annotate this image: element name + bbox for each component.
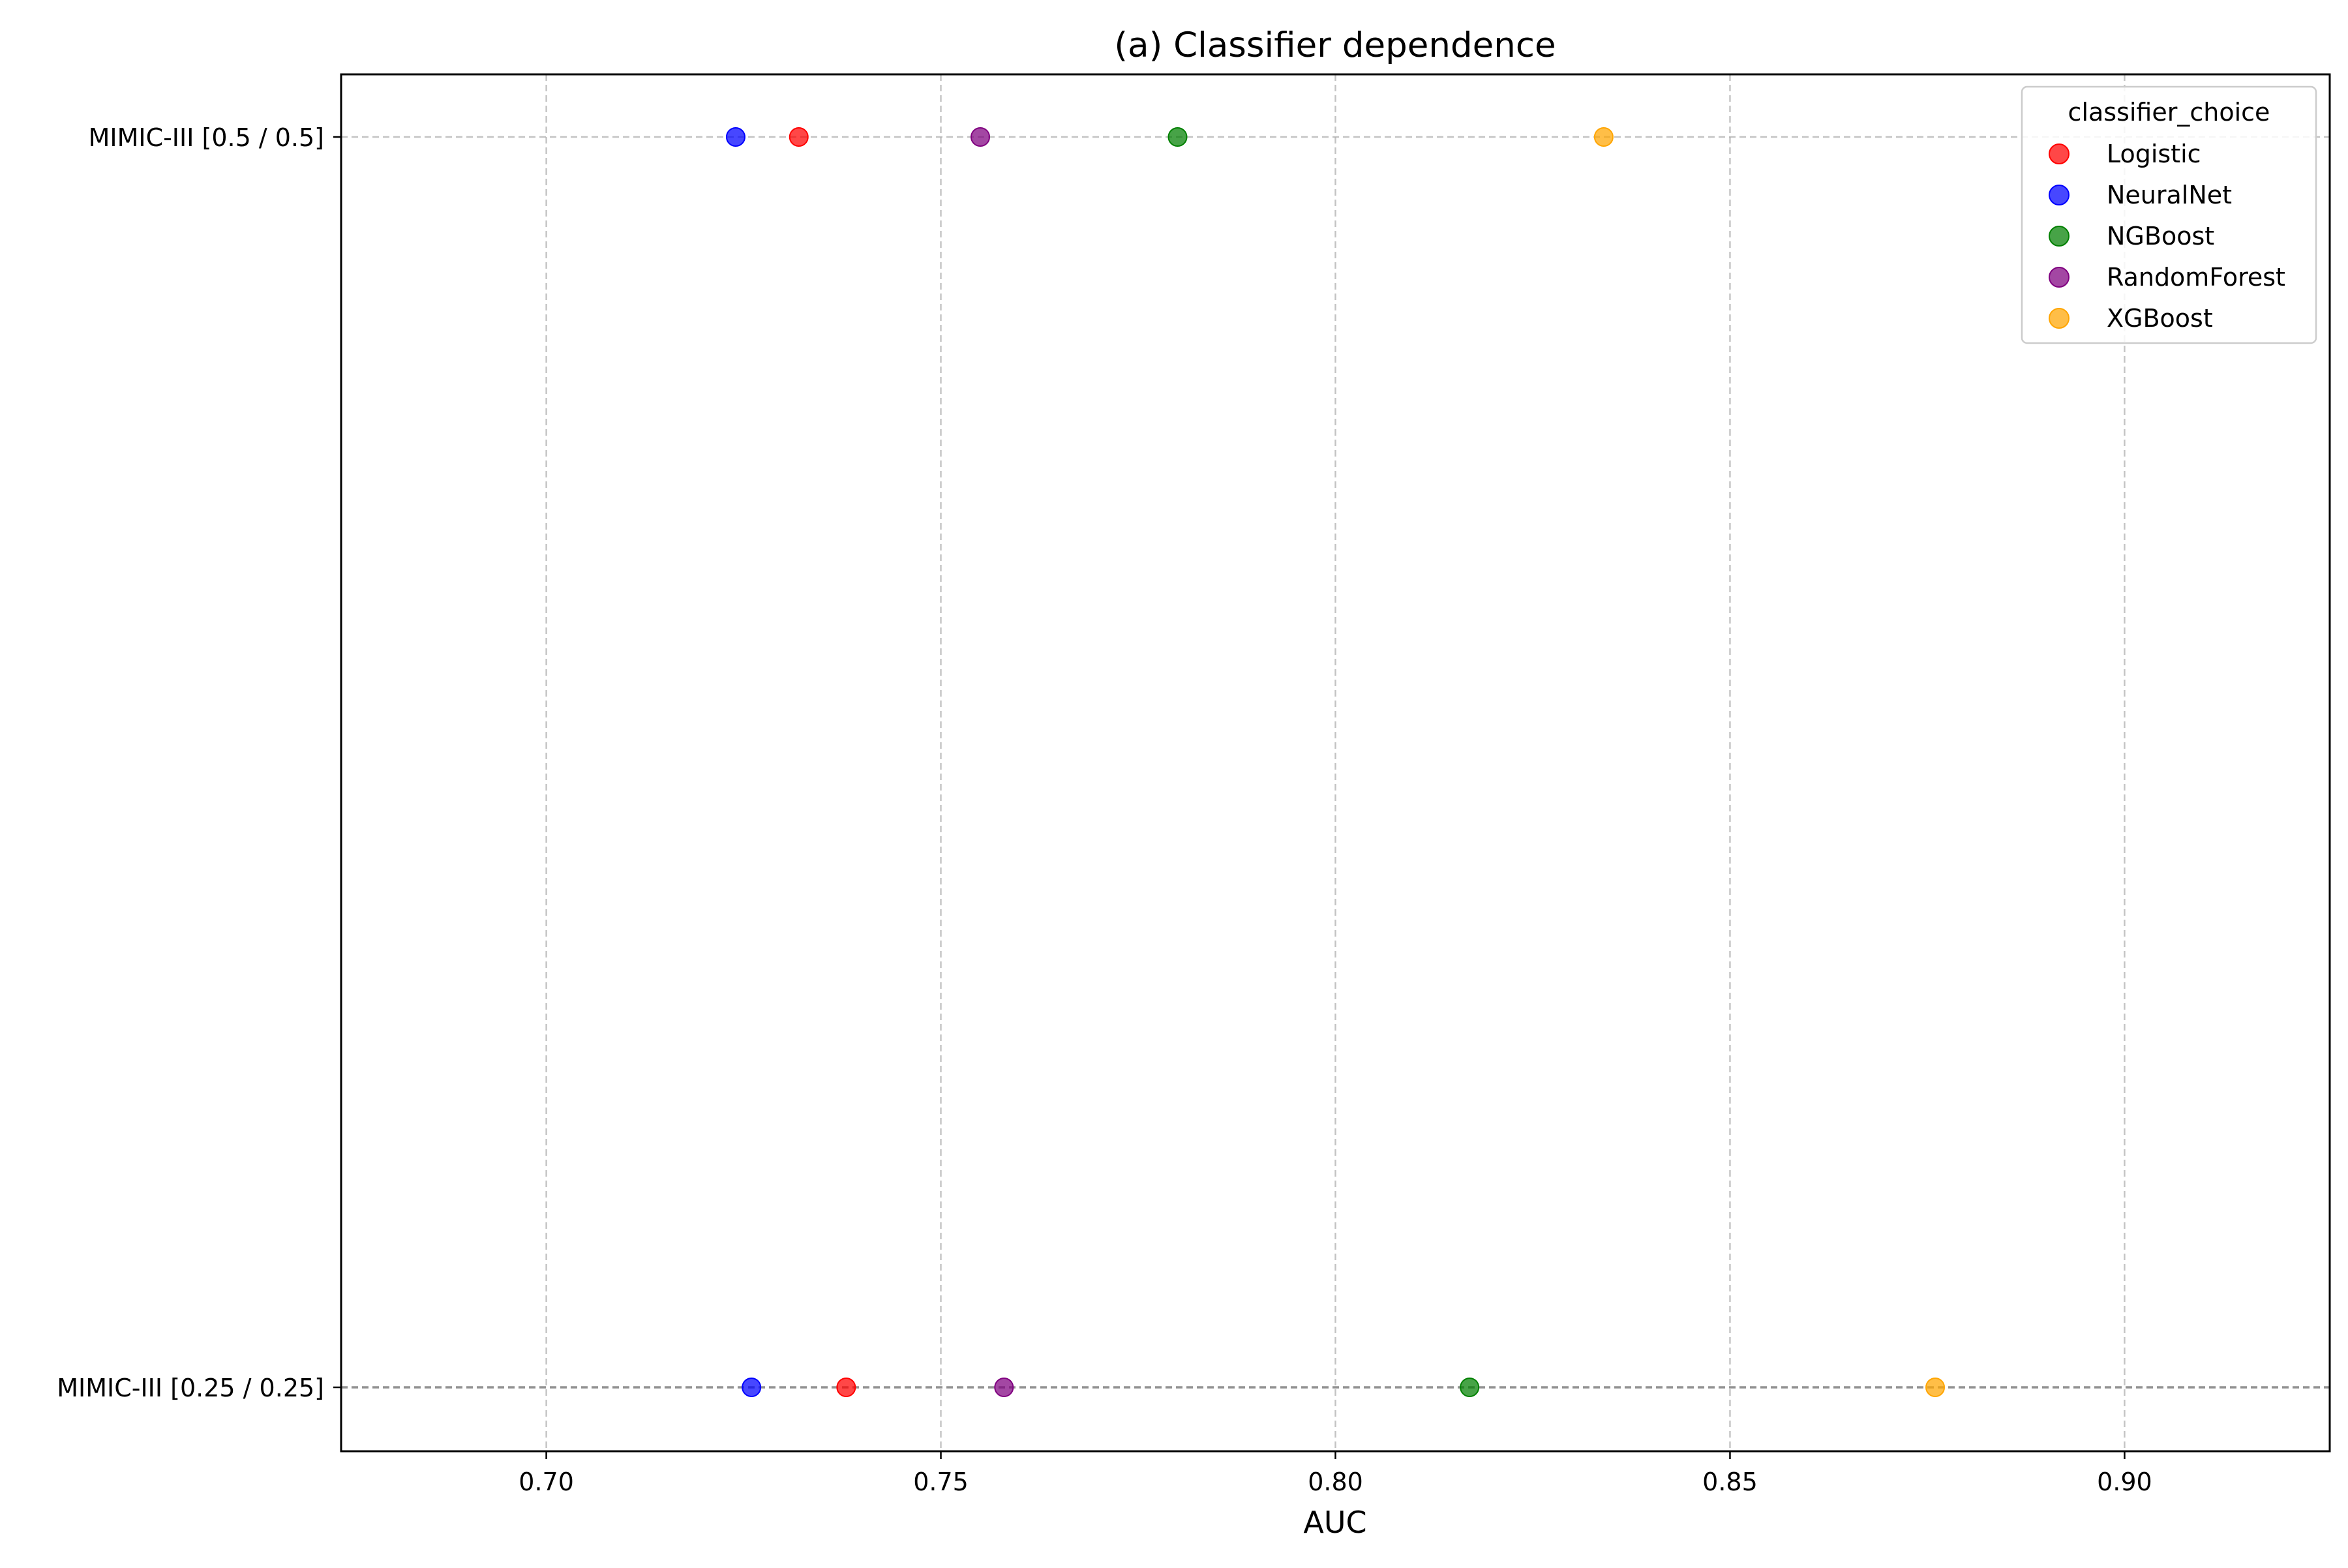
data-point-randomforest — [971, 127, 991, 147]
legend-marker — [2049, 308, 2070, 329]
data-point-xgboost — [1593, 127, 1614, 147]
x-tick-label: 0.90 — [2097, 1468, 2152, 1496]
y-tick-label: MIMIC-III [0.25 / 0.25] — [57, 1374, 324, 1402]
data-point-randomforest — [994, 1378, 1014, 1397]
data-point-neuralnet — [725, 127, 745, 147]
legend-title: classifier_choice — [2068, 98, 2270, 127]
legend-marker — [2049, 143, 2070, 164]
legend-box — [2021, 85, 2317, 344]
data-point-logistic — [836, 1378, 856, 1397]
legend-marker — [2049, 267, 2070, 288]
data-point-neuralnet — [742, 1378, 762, 1397]
legend-label: NGBoost — [2107, 222, 2214, 250]
data-point-xgboost — [1925, 1378, 1946, 1397]
x-tick-label: 0.85 — [1702, 1468, 1758, 1496]
legend-label: NeuralNet — [2107, 181, 2232, 209]
data-point-ngboost — [1167, 127, 1188, 147]
y-tick-label: MIMIC-III [0.5 / 0.5] — [89, 123, 324, 152]
legend-label: RandomForest — [2107, 263, 2285, 292]
data-point-logistic — [789, 127, 809, 147]
x-tick-label: 0.75 — [913, 1468, 969, 1496]
x-axis-label: AUC — [1303, 1505, 1366, 1540]
x-tick-label: 0.70 — [519, 1468, 574, 1496]
legend-label: XGBoost — [2107, 304, 2213, 333]
x-tick-label: 0.80 — [1308, 1468, 1363, 1496]
legend-label: Logistic — [2107, 140, 2201, 168]
data-point-ngboost — [1460, 1378, 1480, 1397]
legend-marker — [2049, 226, 2070, 247]
legend-marker — [2049, 185, 2070, 205]
chart-title: (a) Classifier dependence — [1114, 25, 1556, 65]
